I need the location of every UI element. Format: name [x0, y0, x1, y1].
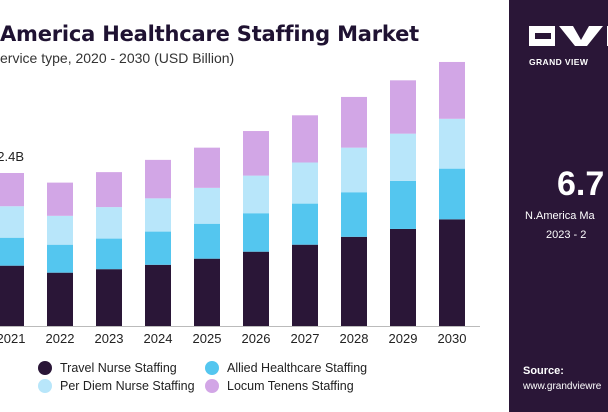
bar-2026-series-3	[243, 175, 269, 214]
legend-swatch	[205, 379, 219, 393]
legend-item-2: Allied Healthcare Staffing	[205, 361, 367, 375]
market-value-caption: N.America Ma	[525, 210, 595, 222]
bar-2021-series-1	[0, 265, 24, 326]
bar-2021-series-2	[0, 237, 24, 266]
bar-2029-series-2	[390, 180, 416, 229]
chart-legend: Travel Nurse Staffing Allied Healthcare S…	[0, 358, 400, 398]
chart-title: America Healthcare Staffing Market	[0, 22, 419, 46]
market-value: 6.7	[557, 165, 605, 203]
legend-label: Locum Tenens Staffing	[227, 379, 354, 393]
bar-2023-series-4	[96, 172, 122, 208]
legend-label: Travel Nurse Staffing	[60, 361, 177, 375]
bar-2025-series-4	[194, 147, 220, 188]
stacked-bar-chart: 2021 2022 2023 2024 2025 2026 2027 2028 2029 2030…	[0, 61, 480, 346]
bar-2028-series-3	[341, 147, 367, 193]
x-tick-label: 2023	[95, 331, 124, 346]
x-tick-label: 2029	[389, 331, 418, 346]
bar-2021-series-4	[0, 173, 24, 207]
x-tick-label: 2026	[242, 331, 271, 346]
bar-2028-series-2	[341, 192, 367, 237]
bar-2029-series-1	[390, 228, 416, 326]
legend-item-3: Per Diem Nurse Staffing	[38, 379, 195, 393]
legend-label: Allied Healthcare Staffing	[227, 361, 368, 375]
bar-2021-series-3	[0, 206, 24, 238]
bar-2026-series-4	[243, 131, 269, 176]
bar-2023-series-2	[96, 238, 122, 270]
bar-2024-series-3	[145, 198, 171, 232]
source-label: Source:	[523, 365, 564, 377]
bar-2027-series-3	[292, 162, 318, 204]
x-tick-label: 2025	[193, 331, 222, 346]
bar-2024-series-2	[145, 231, 171, 265]
bar-2022-series-3	[47, 215, 73, 245]
bar-2030-series-2	[439, 168, 465, 220]
bar-2028-series-4	[341, 96, 367, 148]
x-tick-label: 2028	[340, 331, 369, 346]
legend-item-4: Locum Tenens Staffing	[205, 379, 354, 393]
report-sidebar: GRAND VIEW 6.7 N.America Ma 2023 - 2 Sou…	[509, 0, 608, 412]
legend-item-1: Travel Nurse Staffing	[38, 361, 177, 375]
x-tick-label: 2030	[438, 331, 467, 346]
bar-2030-series-1	[439, 219, 465, 326]
data-label-2021: 22.4B	[0, 149, 24, 164]
bar-2023-series-1	[96, 269, 122, 326]
x-tick-label: 2024	[144, 331, 173, 346]
x-tick-label: 2027	[291, 331, 320, 346]
chart-subtitle: ervice type, 2020 - 2030 (USD Billion)	[0, 50, 235, 66]
source-url[interactable]: www.grandviewre	[523, 381, 602, 392]
legend-swatch	[205, 361, 219, 375]
legend-label: Per Diem Nurse Staffing	[60, 379, 195, 393]
bar-2022-series-1	[47, 272, 73, 326]
bar-2030-series-4	[439, 61, 465, 119]
bar-2022-series-2	[47, 244, 73, 273]
bar-2024-series-1	[145, 264, 171, 326]
bar-2030-series-3	[439, 118, 465, 169]
market-value-period: 2023 - 2	[546, 229, 587, 241]
legend-swatch	[38, 361, 52, 375]
bar-2025-series-2	[194, 223, 220, 259]
bar-2029-series-4	[390, 80, 416, 134]
bar-2026-series-1	[243, 251, 269, 326]
bar-2022-series-4	[47, 182, 73, 216]
bar-2026-series-2	[243, 213, 269, 252]
bar-2023-series-3	[96, 207, 122, 239]
bar-2029-series-3	[390, 133, 416, 181]
bar-2024-series-4	[145, 159, 171, 199]
bar-2027-series-2	[292, 203, 318, 245]
bar-2025-series-3	[194, 187, 220, 224]
legend-swatch	[38, 379, 52, 393]
bar-2027-series-1	[292, 244, 318, 326]
brand-name: GRAND VIEW	[529, 57, 589, 67]
bar-2025-series-1	[194, 258, 220, 326]
bar-2027-series-4	[292, 115, 318, 163]
x-tick-label: 2021	[0, 331, 25, 346]
x-tick-label: 2022	[46, 331, 75, 346]
bar-2028-series-1	[341, 236, 367, 326]
grand-view-logo-icon	[529, 26, 608, 46]
